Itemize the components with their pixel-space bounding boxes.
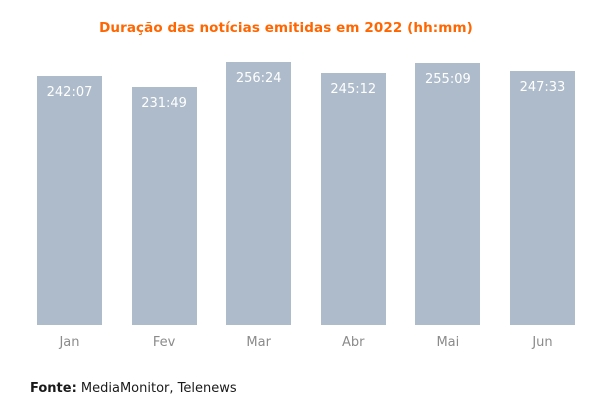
x-tick-jun: Jun	[532, 335, 553, 350]
bar-value-label: 256:24	[235, 71, 282, 86]
bar-fev: 231:49	[131, 87, 197, 325]
source-label: Fonte:	[30, 381, 77, 396]
bar-value-label: 255:09	[425, 72, 471, 87]
bar-value-label: 245:12	[330, 82, 377, 97]
bar-abr: 245:12	[320, 73, 386, 325]
x-tick-mar: Mar	[246, 335, 271, 350]
bar-jun: 247:33	[509, 71, 575, 325]
bar-value-label: 242:07	[46, 85, 93, 100]
plot-area: 242:07 231:49 256:24 245:12 255:09 247:3…	[37, 53, 575, 325]
x-tick-fev: Fev	[152, 335, 176, 350]
x-tick-abr: Abr	[342, 335, 365, 350]
source-text: MediaMonitor, Telenews	[76, 381, 237, 396]
bar-mar: 256:24	[226, 62, 292, 325]
x-tick-mai: Mai	[436, 335, 460, 350]
source-line: Fonte: MediaMonitor, Telenews	[30, 381, 237, 396]
x-tick-jan: Jan	[59, 335, 80, 350]
bar-mai: 255:09	[415, 63, 481, 325]
bar-jan: 242:07	[37, 76, 102, 325]
bar-value-label: 231:49	[141, 96, 187, 111]
bar-value-label: 247:33	[519, 80, 566, 95]
chart-title: Duração das notícias emitidas em 2022 (h…	[99, 20, 473, 36]
x-axis-labels: Jan Fev Mar Abr Mai Jun	[37, 335, 575, 350]
